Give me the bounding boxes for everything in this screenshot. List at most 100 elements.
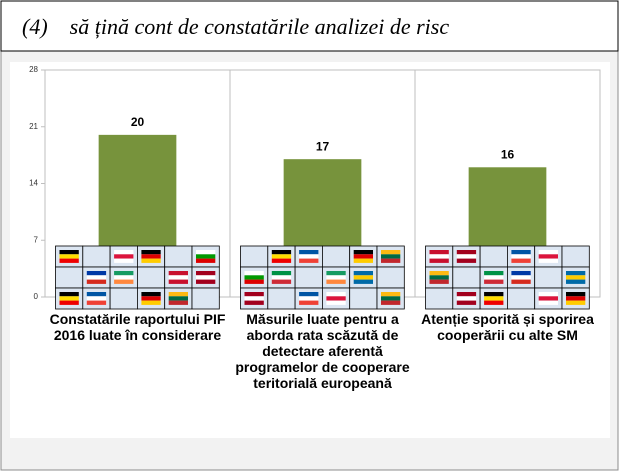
flag-cell — [534, 266, 563, 289]
flag — [511, 279, 531, 284]
flag-cell — [349, 287, 378, 310]
data-label: 17 — [316, 139, 330, 153]
y-tick-label: 0 — [34, 292, 39, 301]
flag — [196, 258, 216, 263]
flag — [538, 300, 558, 305]
flag — [196, 275, 216, 280]
flag — [59, 292, 79, 297]
flag — [511, 258, 531, 263]
flag-cell — [294, 266, 323, 289]
flag-cell — [240, 245, 269, 268]
data-label: 20 — [131, 115, 145, 129]
flag — [86, 271, 107, 276]
flag — [381, 254, 401, 259]
flag — [86, 279, 107, 284]
flag — [429, 279, 449, 284]
flag — [353, 254, 373, 259]
flag — [244, 279, 264, 284]
flag-cell — [479, 245, 508, 268]
flag — [168, 271, 188, 276]
flag — [271, 254, 292, 259]
flag — [168, 275, 188, 280]
flag — [484, 292, 504, 297]
flag — [484, 300, 504, 305]
flag — [141, 250, 161, 255]
flag — [244, 271, 264, 276]
flag — [456, 258, 477, 263]
flag — [456, 296, 477, 301]
flag — [484, 275, 504, 280]
y-tick-label: 14 — [29, 179, 38, 188]
flag — [511, 271, 531, 276]
flag — [299, 254, 319, 259]
flag — [271, 275, 292, 280]
flag — [429, 258, 449, 263]
flag — [326, 296, 346, 301]
flag — [141, 254, 161, 259]
flag-cell — [164, 245, 193, 268]
flag — [353, 279, 373, 284]
flag-cell — [425, 287, 454, 310]
flag — [299, 296, 319, 301]
flag — [381, 258, 401, 263]
flag — [271, 271, 292, 276]
flag — [196, 271, 216, 276]
flag — [59, 250, 79, 255]
flag — [566, 300, 586, 305]
flag — [271, 258, 292, 263]
x-tick-label: Atenție sporită și sporirea cooperării c… — [421, 311, 594, 343]
flag — [511, 254, 531, 259]
flag — [168, 292, 188, 297]
flag — [196, 250, 216, 255]
flag-cell — [109, 287, 138, 310]
x-tick-label: Măsurile luate pentru a aborda rata scăz… — [235, 311, 410, 391]
flag — [114, 271, 134, 276]
flag-cell — [55, 266, 84, 289]
flag — [538, 254, 558, 259]
flag — [326, 279, 346, 284]
flag — [114, 275, 134, 280]
flag-cell — [136, 266, 166, 289]
flag — [326, 271, 346, 276]
flag — [59, 296, 79, 301]
flag-cell — [506, 287, 536, 310]
flag — [429, 271, 449, 276]
flag-cell — [82, 245, 111, 268]
flag — [299, 258, 319, 263]
flag — [326, 275, 346, 280]
y-tick-label: 28 — [29, 65, 38, 74]
flag — [168, 300, 188, 305]
flag-cell — [321, 245, 351, 268]
title-band — [0, 0, 619, 52]
flag — [244, 296, 264, 301]
flag-cell — [376, 266, 405, 289]
flag — [114, 279, 134, 284]
x-tick-label: Constatările raportului PIF 2016 luate î… — [49, 311, 226, 343]
flag — [59, 300, 79, 305]
flag-cell — [267, 287, 296, 310]
flag — [511, 250, 531, 255]
flag — [271, 279, 292, 284]
flag — [196, 254, 216, 259]
flag — [511, 275, 531, 280]
flag — [299, 292, 319, 297]
flag — [381, 296, 401, 301]
flag — [456, 300, 477, 305]
flag — [244, 292, 264, 297]
flag — [456, 254, 477, 259]
data-label: 16 — [501, 147, 515, 161]
flag — [299, 250, 319, 255]
chart-title: (4) să țină cont de constatările analize… — [22, 14, 450, 39]
flag — [114, 250, 134, 255]
flag — [59, 258, 79, 263]
y-tick-label: 21 — [29, 122, 38, 131]
flag — [381, 250, 401, 255]
flag — [538, 250, 558, 255]
flag — [566, 275, 586, 280]
flag — [538, 258, 558, 263]
flag — [538, 296, 558, 301]
flag — [566, 296, 586, 301]
flag — [59, 254, 79, 259]
